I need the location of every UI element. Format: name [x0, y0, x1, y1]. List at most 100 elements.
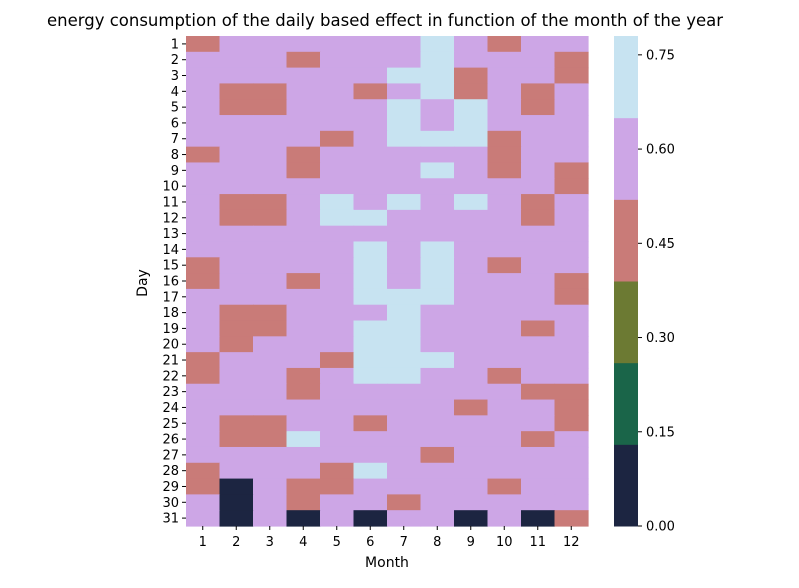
heatmap-cell — [387, 115, 422, 132]
heatmap-cell — [219, 367, 254, 385]
heatmap-cell — [454, 288, 489, 306]
heatmap-cell — [420, 446, 455, 464]
heatmap-cell — [286, 415, 321, 432]
heatmap-cell — [219, 162, 254, 179]
heatmap-cell — [454, 209, 489, 227]
heatmap-cell — [320, 478, 355, 495]
heatmap-cell — [219, 83, 254, 100]
heatmap-cell — [454, 462, 489, 480]
heatmap-cell — [487, 115, 522, 132]
y-axis: 1234567891011121314151617181920212223242… — [162, 37, 186, 527]
heatmap-cell — [387, 241, 422, 258]
y-tick-label: 16 — [162, 275, 179, 290]
heatmap-cell — [554, 320, 589, 337]
heatmap-cell — [320, 257, 355, 274]
heatmap-cell — [420, 225, 455, 243]
heatmap-cell — [521, 304, 556, 322]
heatmap-cell — [219, 209, 254, 227]
y-tick-label: 20 — [162, 338, 179, 353]
heatmap-cell — [219, 320, 254, 337]
heatmap-cell — [554, 399, 589, 416]
y-tick-label: 22 — [162, 369, 179, 384]
heatmap-cell — [454, 478, 489, 495]
heatmap-cell — [219, 115, 254, 132]
heatmap-cell — [320, 178, 355, 195]
y-tick-label: 18 — [162, 306, 179, 321]
heatmap-cell — [420, 352, 455, 369]
heatmap-cell — [487, 162, 522, 179]
heatmap-cell — [554, 446, 589, 464]
heatmap-cell — [454, 115, 489, 132]
heatmap-cell — [353, 336, 388, 353]
heatmap-cell — [286, 288, 321, 306]
heatmap-cell — [554, 36, 589, 53]
heatmap-cell — [554, 209, 589, 227]
heatmap-cell — [219, 431, 254, 448]
heatmap-cell — [387, 478, 422, 495]
heatmap-cell — [487, 36, 522, 53]
heatmap-cell — [554, 383, 589, 401]
heatmap-cells — [186, 36, 589, 527]
heatmap-cell — [554, 367, 589, 385]
heatmap-cell — [253, 288, 288, 306]
heatmap-cell — [521, 399, 556, 416]
heatmap-cell — [219, 225, 254, 243]
heatmap-cell — [286, 99, 321, 116]
heatmap-cell — [554, 178, 589, 195]
colorbar-tick-label: 0.15 — [646, 425, 675, 440]
heatmap-cell — [521, 178, 556, 195]
heatmap-cell — [219, 494, 254, 511]
y-tick-label: 13 — [162, 227, 179, 242]
heatmap-cell — [186, 320, 221, 337]
heatmap-cell — [554, 225, 589, 243]
y-tick-label: 25 — [162, 417, 179, 432]
heatmap-cell — [353, 257, 388, 274]
heatmap-cell — [186, 67, 221, 85]
heatmap-cell — [454, 194, 489, 211]
heatmap-cell — [219, 99, 254, 116]
y-tick-label: 8 — [171, 148, 179, 163]
heatmap-cell — [487, 51, 522, 69]
heatmap-cell — [353, 304, 388, 322]
heatmap-cell — [487, 462, 522, 480]
heatmap-cell — [554, 257, 589, 274]
heatmap-cell — [353, 67, 388, 85]
y-tick-label: 26 — [162, 433, 179, 448]
heatmap-cell — [320, 209, 355, 227]
heatmap-cell — [286, 336, 321, 353]
heatmap-cell — [554, 146, 589, 164]
heatmap-cell — [420, 257, 455, 274]
heatmap-cell — [353, 446, 388, 464]
heatmap-cell — [521, 194, 556, 211]
heatmap-cell — [286, 446, 321, 464]
heatmap-cell — [219, 36, 254, 53]
heatmap-cell — [253, 36, 288, 53]
heatmap-cell — [521, 36, 556, 53]
heatmap-cell — [487, 478, 522, 495]
heatmap-cell — [420, 431, 455, 448]
heatmap-cell — [286, 241, 321, 258]
heatmap-cell — [420, 241, 455, 258]
heatmap-cell — [387, 36, 422, 53]
heatmap-cell — [420, 130, 455, 148]
heatmap-cell — [353, 352, 388, 369]
y-tick-label: 27 — [162, 448, 179, 463]
heatmap-cell — [219, 399, 254, 416]
heatmap-cell — [420, 510, 455, 527]
y-tick-label: 30 — [162, 496, 179, 511]
heatmap-cell — [420, 209, 455, 227]
heatmap-cell — [454, 36, 489, 53]
heatmap-cell — [219, 51, 254, 69]
heatmap-cell — [387, 273, 422, 290]
heatmap-cell — [554, 99, 589, 116]
heatmap-cell — [219, 288, 254, 306]
x-tick-label: 10 — [496, 535, 513, 550]
colorbar-band — [614, 444, 638, 527]
y-axis-label: Day — [135, 269, 151, 297]
heatmap-cell — [387, 51, 422, 69]
heatmap-cell — [387, 288, 422, 306]
heatmap-cell — [521, 130, 556, 148]
heatmap-cell — [420, 99, 455, 116]
heatmap-cell — [554, 288, 589, 306]
heatmap-cell — [186, 36, 221, 53]
